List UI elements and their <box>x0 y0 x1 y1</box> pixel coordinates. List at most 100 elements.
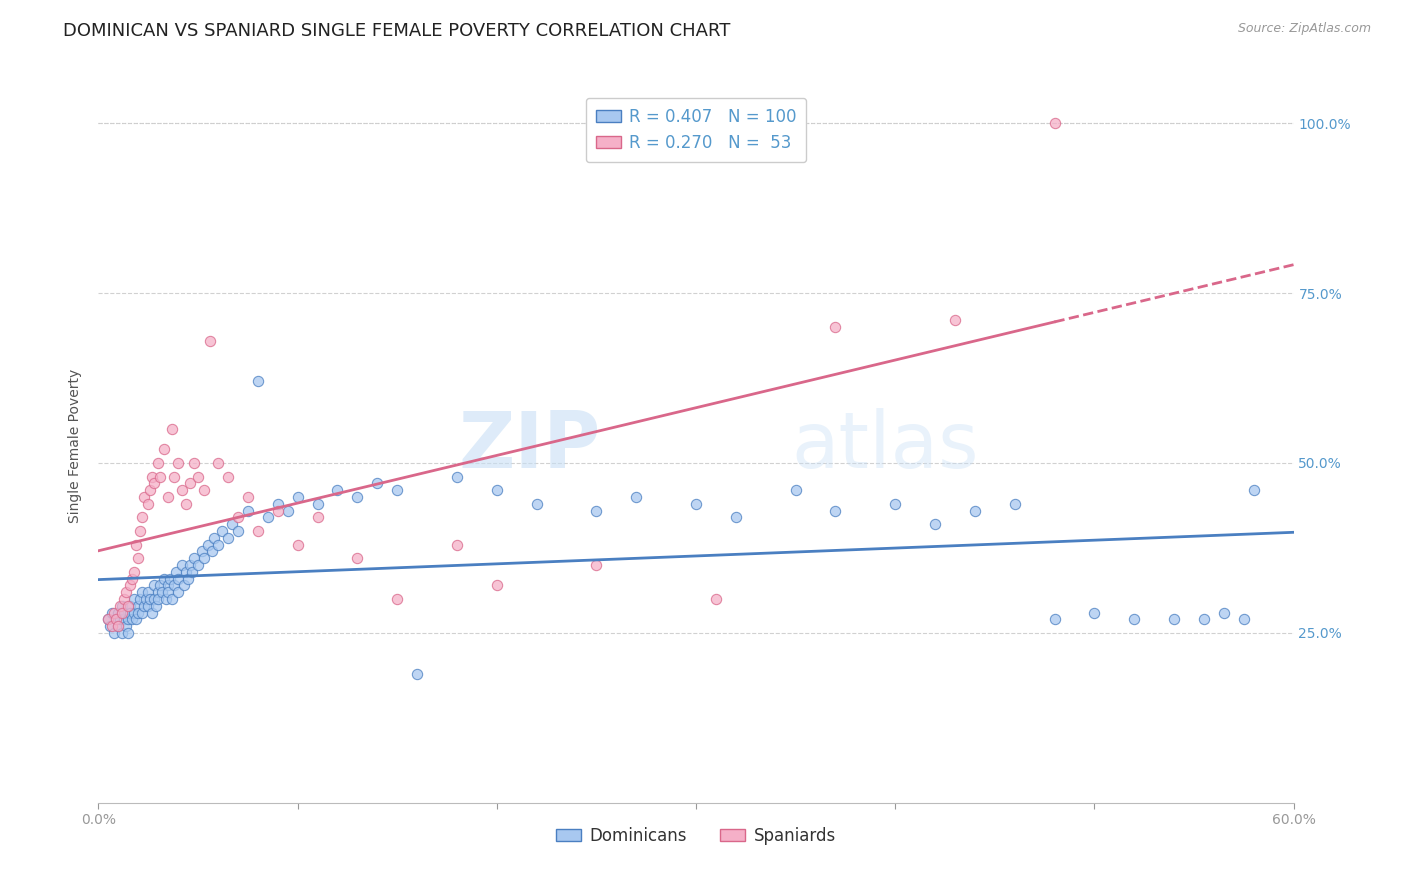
Point <box>98 619 122 633</box>
Point <box>107 619 129 633</box>
Point <box>246 375 269 389</box>
Point <box>943 313 966 327</box>
Point <box>127 606 149 620</box>
Point <box>226 524 249 538</box>
Point <box>160 591 183 606</box>
Point <box>131 510 153 524</box>
Point <box>704 591 727 606</box>
Point <box>193 551 215 566</box>
Point <box>585 503 607 517</box>
Point <box>97 612 120 626</box>
Point <box>112 606 135 620</box>
Point <box>163 578 186 592</box>
Point <box>217 531 239 545</box>
Point <box>187 469 209 483</box>
Point <box>124 565 146 579</box>
Point <box>685 497 707 511</box>
Point <box>101 606 124 620</box>
Point <box>406 666 429 681</box>
Point <box>143 578 166 592</box>
Point <box>1192 612 1215 626</box>
Point <box>120 599 142 613</box>
Point <box>385 591 409 606</box>
Point <box>148 456 170 470</box>
Point <box>111 599 134 613</box>
Y-axis label: Single Female Poverty: Single Female Poverty <box>69 369 83 523</box>
Point <box>117 626 139 640</box>
Point <box>107 606 129 620</box>
Point <box>287 537 309 551</box>
Point <box>485 483 508 498</box>
Point <box>112 591 135 606</box>
Point <box>150 585 173 599</box>
Point <box>174 565 197 579</box>
Point <box>366 476 388 491</box>
Point <box>141 606 163 620</box>
Point <box>211 524 233 538</box>
Point <box>385 483 409 498</box>
Point <box>193 483 215 498</box>
Point <box>125 612 148 626</box>
Point <box>217 469 239 483</box>
Point <box>172 483 194 498</box>
Point <box>201 544 224 558</box>
Point <box>135 591 157 606</box>
Point <box>485 578 508 592</box>
Point <box>446 469 468 483</box>
Point <box>125 537 148 551</box>
Point <box>149 578 172 592</box>
Point <box>115 585 138 599</box>
Point <box>127 599 149 613</box>
Point <box>307 510 329 524</box>
Point <box>121 572 143 586</box>
Point <box>1212 606 1234 620</box>
Point <box>267 497 290 511</box>
Point <box>174 497 197 511</box>
Point <box>236 490 259 504</box>
Point <box>153 442 176 457</box>
Point <box>112 612 135 626</box>
Point <box>129 591 152 606</box>
Point <box>141 469 163 483</box>
Point <box>179 476 201 491</box>
Point <box>197 537 219 551</box>
Point <box>207 537 229 551</box>
Point <box>134 599 156 613</box>
Point <box>179 558 201 572</box>
Point <box>117 612 139 626</box>
Point <box>153 572 176 586</box>
Text: atlas: atlas <box>792 408 979 484</box>
Point <box>120 606 142 620</box>
Point <box>307 497 329 511</box>
Point <box>148 585 170 599</box>
Point <box>105 612 128 626</box>
Point <box>136 599 159 613</box>
Point <box>884 497 907 511</box>
Point <box>924 517 946 532</box>
Point <box>157 490 180 504</box>
Point <box>1043 116 1066 130</box>
Point <box>143 476 166 491</box>
Point <box>626 490 648 504</box>
Point <box>221 517 243 532</box>
Point <box>110 599 132 613</box>
Point <box>159 572 181 586</box>
Point <box>131 585 153 599</box>
Point <box>124 606 146 620</box>
Point <box>167 456 190 470</box>
Point <box>143 591 166 606</box>
Point <box>202 531 225 545</box>
Legend: Dominicans, Spaniards: Dominicans, Spaniards <box>550 821 842 852</box>
Point <box>226 510 249 524</box>
Point <box>198 334 221 348</box>
Point <box>110 612 132 626</box>
Text: Source: ZipAtlas.com: Source: ZipAtlas.com <box>1237 22 1371 36</box>
Point <box>136 497 159 511</box>
Point <box>111 626 134 640</box>
Point <box>287 490 309 504</box>
Point <box>103 606 125 620</box>
Point <box>181 565 204 579</box>
Point <box>183 456 205 470</box>
Point <box>157 585 180 599</box>
Point <box>131 606 153 620</box>
